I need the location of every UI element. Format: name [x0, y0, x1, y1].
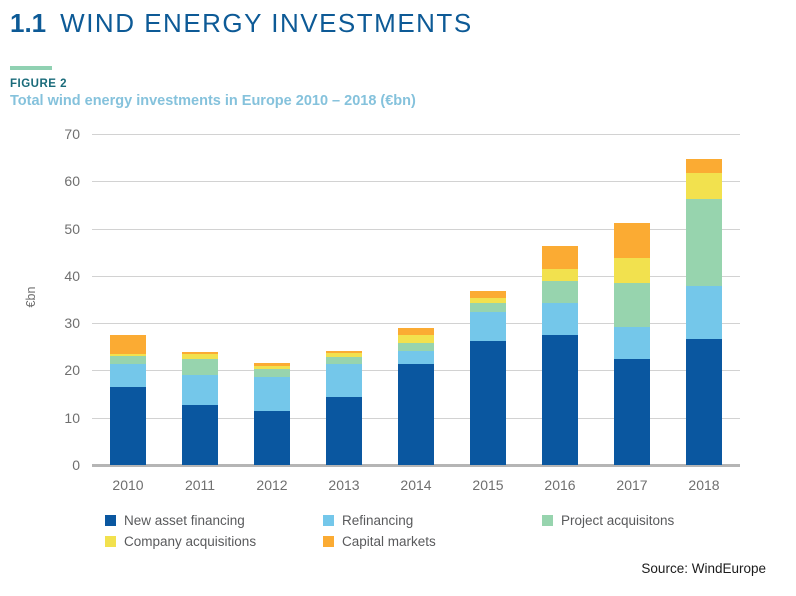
legend-swatch [323, 515, 334, 526]
legend-swatch [542, 515, 553, 526]
bar-segment [398, 350, 434, 365]
legend-label: Company acquisitions [124, 534, 257, 549]
bar-segment [326, 353, 362, 357]
bar-segment [326, 364, 362, 397]
bar-segment [614, 326, 650, 359]
bar-segment [470, 341, 506, 465]
bar-segment [542, 245, 578, 269]
bar-segment [182, 358, 218, 376]
bar-segment [614, 222, 650, 258]
bar-segment [614, 257, 650, 283]
legend-label: Project acquisitons [561, 513, 675, 528]
xtick-label: 2018 [688, 477, 720, 493]
xtick-label: 2016 [544, 477, 576, 493]
xtick-label: 2013 [328, 477, 360, 493]
bar-segment [254, 363, 290, 367]
bar-segment [470, 290, 506, 298]
bar-segment [470, 297, 506, 304]
bar-segment [254, 377, 290, 411]
xtick-label: 2014 [400, 477, 432, 493]
ytick-label: 0 [72, 457, 80, 473]
page-title: WIND ENERGY INVESTMENTS [60, 8, 473, 38]
xtick-label: 2012 [256, 477, 288, 493]
bar-segment [686, 172, 722, 199]
bar-segment [326, 396, 362, 465]
legend-item: Project acquisitons [542, 513, 674, 528]
bar-segment [110, 364, 146, 387]
bar-segment [398, 342, 434, 351]
bar-segment [542, 302, 578, 335]
figure-title: Total wind energy investments in Europe … [10, 93, 416, 109]
ytick-label: 30 [64, 315, 80, 332]
bar-segment [542, 334, 578, 465]
bar-segment [470, 312, 506, 342]
bar-segment [326, 356, 362, 365]
bar-segment [182, 405, 218, 465]
legend-item: Company acquisitions [105, 534, 323, 549]
bar-segment [398, 334, 434, 343]
legend-item: New asset financing [105, 513, 323, 528]
ytick-label: 40 [64, 267, 80, 284]
bar-segment [686, 198, 722, 287]
legend-label: Capital markets [342, 534, 436, 549]
bar-segment [614, 282, 650, 327]
bar-segment [614, 358, 650, 465]
xtick-label: 2010 [112, 477, 144, 493]
bar-segment [110, 356, 146, 365]
gridline [92, 228, 740, 230]
x-axis-line [92, 464, 740, 467]
bar-segment [182, 375, 218, 406]
bar-segment [254, 369, 290, 378]
figure-label: FIGURE 2 [10, 78, 68, 90]
bar-segment [542, 268, 578, 282]
ytick-label: 60 [64, 173, 80, 190]
gridline [92, 134, 740, 135]
bar-segment [398, 327, 434, 335]
legend-label: Refinancing [342, 513, 414, 528]
bar-segment [686, 159, 722, 173]
legend-item: Capital markets [323, 534, 542, 549]
xtick-label: 2017 [616, 477, 648, 493]
bar-segment [470, 303, 506, 313]
ytick-label: 10 [64, 409, 80, 426]
legend-item: Refinancing [323, 513, 542, 528]
bar-segment [182, 354, 218, 359]
section-number: 1.1 [10, 8, 47, 38]
source-note: Source: WindEurope [641, 561, 766, 576]
bar-segment [686, 286, 722, 339]
gridline [92, 181, 740, 183]
ytick-label: 70 [64, 126, 80, 142]
bar-segment [326, 350, 362, 354]
bar-segment [254, 366, 290, 370]
ytick-label: 20 [64, 362, 80, 379]
section-header: 1.1 WIND ENERGY INVESTMENTS [10, 8, 473, 39]
plot-area: 0 10 20 30 40 50 60 70 2010 2011 2012 2013 2014 2015 2… [64, 126, 740, 493]
legend-swatch [323, 536, 334, 547]
bar-segment [110, 354, 146, 357]
xtick-label: 2011 [184, 477, 216, 493]
gridline [92, 323, 740, 325]
bar-segment [398, 364, 434, 465]
legend-label: New asset financing [124, 513, 245, 528]
bar-segment [254, 410, 290, 465]
bar-segment [110, 334, 146, 355]
legend-swatch [105, 536, 116, 547]
bar-segment [110, 386, 146, 465]
ytick-label: 50 [64, 220, 80, 237]
bar-segment [182, 352, 218, 355]
bar-segment [686, 338, 722, 465]
xtick-label: 2015 [472, 477, 504, 493]
accent-rule [10, 66, 52, 70]
chart-legend: New asset financing Company acquisitions R… [105, 513, 674, 549]
legend-swatch [105, 515, 116, 526]
bar-segment [542, 281, 578, 303]
gridline [92, 275, 740, 277]
